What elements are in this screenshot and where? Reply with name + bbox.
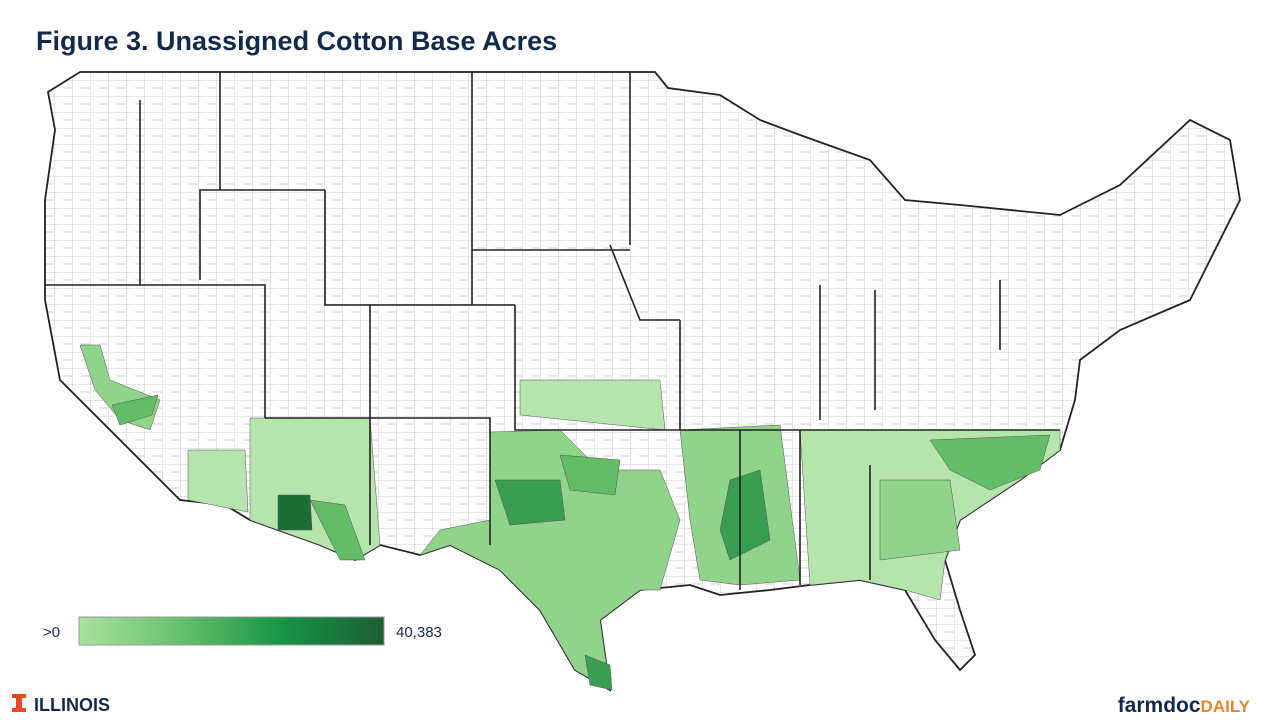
map	[44, 71, 1241, 692]
title: Figure 3. Unassigned Cotton Base Acres	[36, 26, 557, 56]
state-lines	[45, 72, 1060, 590]
color-bar	[78, 616, 385, 646]
cotton-counties	[79, 344, 1061, 691]
illinois-logo: ILLINOIS	[12, 694, 110, 715]
legend: >0 40,383	[43, 616, 442, 646]
legend-max: 40,383	[396, 624, 442, 641]
illinois-text: ILLINOIS	[34, 695, 110, 715]
brand-main: farmdoc	[1118, 694, 1201, 717]
legend-min: >0	[43, 624, 60, 641]
farmdoc-logo: farmdocDAILY	[1118, 694, 1251, 717]
brand-suffix: DAILY	[1201, 697, 1251, 716]
brand: farmdocDAILY	[1118, 694, 1251, 717]
